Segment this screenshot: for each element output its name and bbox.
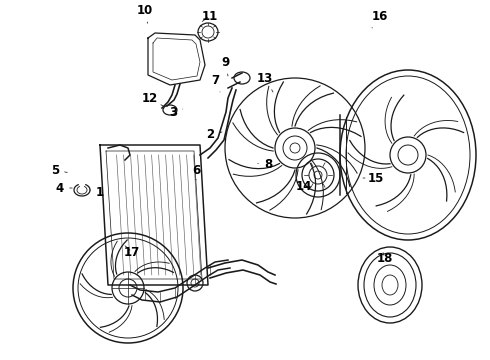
Text: 6: 6 [192, 163, 200, 180]
Text: 10: 10 [137, 4, 153, 23]
Text: 1: 1 [90, 185, 104, 198]
Text: 8: 8 [258, 158, 272, 171]
Text: 11: 11 [202, 9, 218, 22]
Text: 17: 17 [124, 246, 140, 258]
Text: 18: 18 [377, 252, 393, 265]
Text: 15: 15 [363, 171, 384, 184]
Text: 7: 7 [211, 73, 220, 92]
Text: 14: 14 [296, 175, 312, 194]
Text: 2: 2 [206, 129, 222, 141]
Text: 13: 13 [257, 72, 273, 92]
Text: 5: 5 [51, 163, 67, 176]
Text: 4: 4 [56, 181, 72, 194]
Text: 9: 9 [221, 55, 229, 76]
Text: 12: 12 [142, 91, 163, 106]
Text: 16: 16 [372, 9, 388, 28]
Text: 3: 3 [169, 107, 182, 120]
